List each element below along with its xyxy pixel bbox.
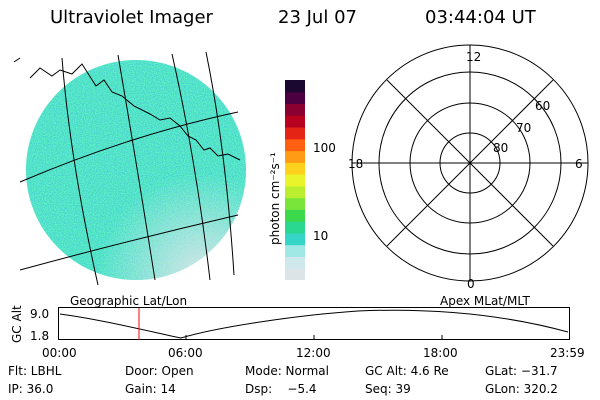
colorbar-band — [285, 209, 305, 222]
polar-grid-panel: 12 18 6 0 60 70 80 — [348, 44, 589, 291]
colorbar-band — [285, 256, 305, 269]
colorbar — [285, 80, 305, 280]
mlt-label-12: 12 — [466, 50, 481, 64]
colorbar-band — [285, 174, 305, 187]
colorbar-band — [285, 185, 305, 199]
instrument-title: Ultraviolet Imager — [50, 7, 213, 28]
mlat-label-70: 70 — [516, 121, 531, 135]
colorbar-label: photon cm⁻²s⁻¹ — [268, 152, 282, 245]
altitude-axis-label: GC Alt — [10, 305, 24, 343]
mlat-label-60: 60 — [535, 99, 550, 113]
altitude-frame — [58, 307, 570, 340]
time-tick-2359: 23:59 — [550, 346, 585, 360]
glon-info: GLon: 320.2 — [485, 382, 558, 396]
time-tick-1200: 12:00 — [296, 346, 331, 360]
polar-diagonal-2 — [386, 79, 554, 247]
colorbar-tick-10: 10 — [313, 229, 329, 243]
colorbar-tick-100: 100 — [313, 141, 336, 155]
uv-image-panel — [13, 51, 246, 286]
colorbar-band — [285, 91, 305, 105]
colorbar-band — [285, 150, 305, 163]
mlt-label-18: 18 — [348, 157, 363, 171]
time-tick-0000: 00:00 — [42, 346, 77, 360]
colorbar-band — [285, 244, 305, 257]
seq-info: Seq: 39 — [365, 382, 411, 396]
mlt-label-6: 6 — [575, 157, 583, 171]
mode-info: Mode: Normal — [245, 364, 329, 378]
coastline — [13, 57, 241, 161]
dsp-info: Dsp: −5.4 — [245, 382, 317, 396]
colorbar-band — [285, 138, 305, 152]
altitude-curve — [59, 309, 569, 339]
altitude-max-label: 9.0 — [30, 307, 50, 321]
uv-disk — [26, 60, 246, 280]
altitude-min-label: 1.8 — [30, 329, 50, 343]
glat-info: GLat: −31.7 — [485, 364, 558, 378]
door-info: Door: Open — [125, 364, 194, 378]
ip-info: IP: 36.0 — [8, 382, 54, 396]
colorbar-band — [285, 115, 305, 128]
gc-alt-info: GC Alt: 4.6 Re — [365, 364, 449, 378]
colorbar-band — [285, 221, 305, 234]
mlat-label-80: 80 — [493, 141, 508, 155]
date-label: 23 Jul 07 — [278, 7, 357, 28]
geo-grid — [19, 51, 239, 286]
filter-info: Flt: LBHL — [8, 364, 62, 378]
colorbar-band — [285, 232, 305, 246]
mlt-label-0: 0 — [467, 277, 475, 291]
colorbar-band — [285, 127, 305, 140]
altitude-strip — [58, 307, 570, 340]
time-label: 03:44:04 UT — [425, 7, 536, 28]
gain-info: Gain: 14 — [125, 382, 176, 396]
geographic-caption: Geographic Lat/Lon — [70, 294, 188, 308]
colorbar-band — [285, 268, 305, 280]
time-tick-0600: 06:00 — [168, 346, 203, 360]
colorbar-band — [285, 197, 305, 210]
colorbar-band — [285, 103, 305, 116]
colorbar-band — [285, 80, 305, 93]
apex-caption: Apex MLat/MLT — [440, 294, 530, 308]
colorbar-band — [285, 162, 305, 175]
time-tick-1800: 18:00 — [423, 346, 458, 360]
